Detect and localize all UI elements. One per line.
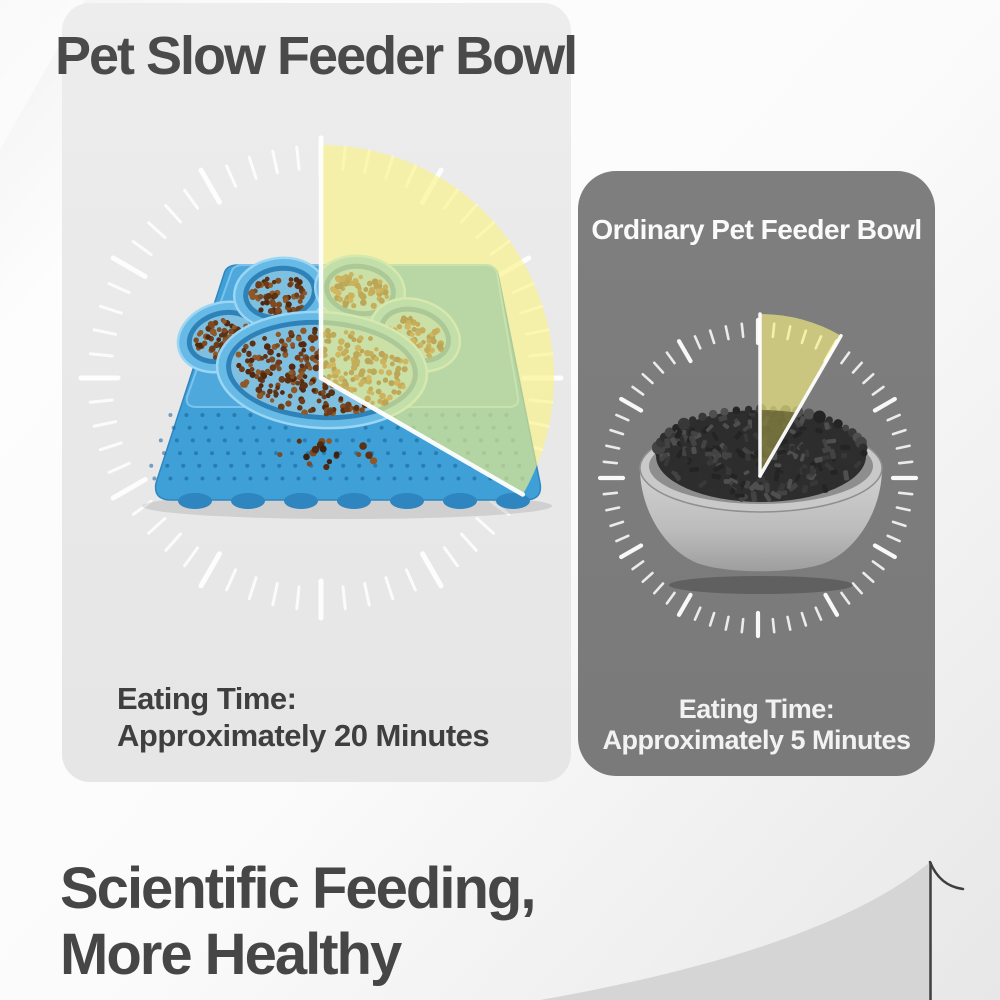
- left-eating-time: Eating Time: Approximately 20 Minutes: [117, 680, 490, 754]
- page-title: Pet Slow Feeder Bowl: [55, 26, 578, 86]
- swoosh-hook-icon: [928, 860, 965, 891]
- right-eating-time: Eating Time: Approximately 5 Minutes: [578, 694, 935, 756]
- ordinary-panel-title: Ordinary Pet Feeder Bowl: [591, 214, 922, 245]
- right-eating-time-value: Approximately 5 Minutes: [602, 725, 911, 755]
- footer-line-1: Scientific Feeding,: [60, 856, 536, 921]
- slow-feeder-panel: [62, 3, 571, 782]
- left-eating-time-value: Approximately 20 Minutes: [117, 718, 490, 753]
- left-eating-time-label: Eating Time:: [117, 681, 297, 716]
- right-eating-time-label: Eating Time:: [678, 694, 835, 724]
- ordinary-bowl-panel: [578, 171, 935, 776]
- footer-headline: Scientific Feeding, More Healthy: [60, 856, 536, 988]
- footer-line-2: More Healthy: [60, 922, 402, 987]
- swoosh-shape: [540, 862, 930, 1000]
